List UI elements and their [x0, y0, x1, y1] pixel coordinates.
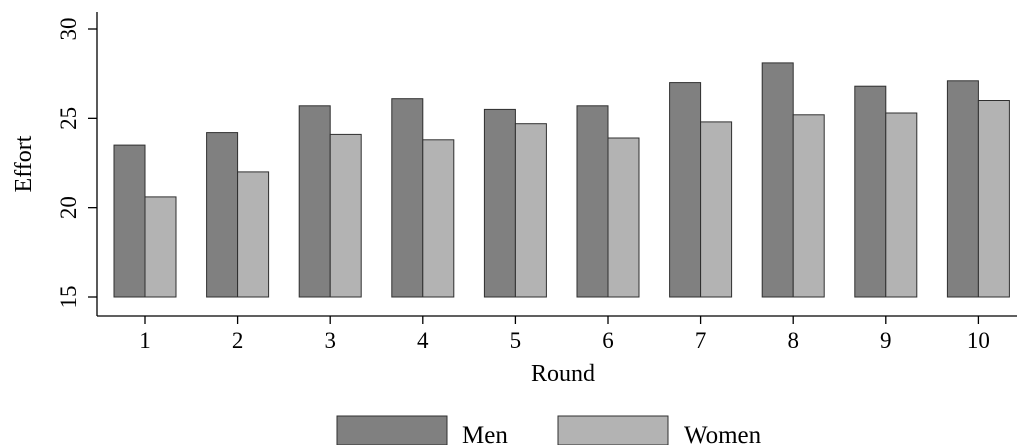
legend: Men Women	[336, 415, 762, 445]
bar-men-round-5	[483, 108, 516, 298]
x-tick-label-2: 2	[232, 328, 244, 353]
legend-label-women: Women	[684, 422, 762, 445]
x-tick-label-10: 10	[967, 328, 990, 353]
bar-women-round-6	[607, 137, 640, 298]
x-tick-label-5: 5	[510, 328, 522, 353]
x-tick-label-4: 4	[417, 328, 429, 353]
bar-women-round-5	[514, 123, 547, 298]
x-tick-label-9: 9	[880, 328, 892, 353]
y-ticks: 15 20 25 30	[56, 18, 97, 309]
bar-women-round-9	[885, 112, 918, 298]
legend-swatch-men	[336, 415, 448, 445]
bars	[113, 62, 1010, 298]
bar-men-round-6	[576, 105, 609, 298]
bar-men-round-10	[946, 80, 979, 298]
y-tick-label-25: 25	[56, 107, 81, 130]
bar-women-round-2	[237, 171, 270, 298]
bar-women-round-3	[329, 133, 362, 298]
bar-women-round-10	[977, 100, 1010, 298]
bar-men-round-8	[761, 62, 794, 298]
bar-women-round-8	[792, 114, 825, 298]
bar-men-round-9	[854, 85, 887, 298]
y-tick-label-15: 15	[56, 286, 81, 309]
x-tick-label-6: 6	[602, 328, 614, 353]
x-tick-label-7: 7	[695, 328, 707, 353]
bar-men-round-1	[113, 144, 146, 298]
x-ticks: 1 2 3 4 5 6 7 8 9 10	[139, 316, 990, 353]
y-tick-label-30: 30	[56, 18, 81, 41]
legend-label-men: Men	[462, 422, 508, 445]
legend-swatch-women	[557, 415, 669, 445]
bar-women-round-7	[700, 121, 733, 298]
bar-men-round-3	[298, 105, 331, 298]
bar-women-round-4	[422, 139, 455, 298]
x-tick-label-8: 8	[787, 328, 799, 353]
bar-women-round-1	[144, 196, 177, 298]
bar-men-round-4	[391, 98, 424, 298]
x-tick-label-3: 3	[324, 328, 336, 353]
y-axis-title: Effort	[11, 135, 37, 192]
bar-men-round-7	[669, 82, 702, 298]
x-tick-label-1: 1	[139, 328, 151, 353]
x-axis-title: Round	[531, 361, 595, 387]
bar-men-round-2	[206, 132, 239, 298]
y-tick-label-20: 20	[56, 196, 81, 219]
